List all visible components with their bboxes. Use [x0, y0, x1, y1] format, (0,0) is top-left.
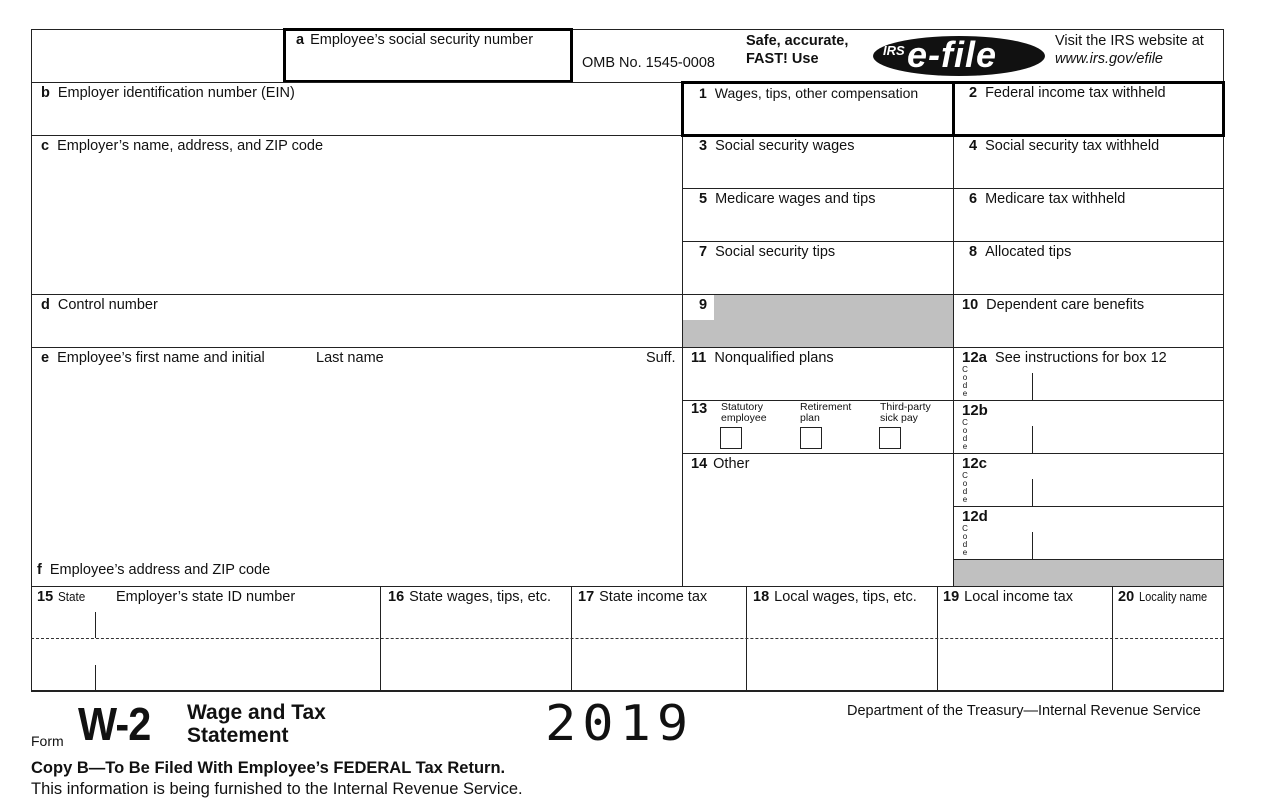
tax-year: 2019	[545, 695, 695, 753]
box20-label: 20 Locality name	[1118, 589, 1208, 605]
employee-address-label: f Employee’s address and ZIP code	[37, 562, 271, 578]
last-name-label: Last name	[316, 350, 384, 366]
form-id: W-2	[78, 698, 151, 750]
ssn-label: a Employee’s social security number	[296, 32, 534, 48]
code-letter: e	[962, 389, 968, 398]
employer-name-label: c Employer’s name, address, and ZIP code	[41, 138, 324, 154]
box9-shading	[714, 295, 953, 347]
box3-label: 3 Social security wages	[699, 138, 855, 154]
statutory-employee-checkbox[interactable]	[720, 427, 742, 449]
code-letter: o	[962, 426, 968, 435]
form-word: Form	[31, 733, 64, 749]
irs-notice: This information is being furnished to t…	[31, 780, 523, 798]
irs-website: Visit the IRS website at www.irs.gov/efil…	[1055, 33, 1204, 67]
box9-label: 9	[699, 297, 708, 313]
employer-name-field[interactable]	[31, 135, 683, 295]
box5-label: 5 Medicare wages and tips	[699, 191, 876, 207]
box12d-label: 12d	[962, 508, 988, 525]
ssn-field[interactable]	[283, 28, 573, 83]
code-letter: o	[962, 532, 968, 541]
third-party-sick-pay-label: Third-party sick pay	[880, 401, 931, 424]
box12-shading	[954, 560, 1223, 586]
irs-efile-logo: IRS e-file	[873, 34, 1045, 76]
third-party-sick-pay-checkbox[interactable]	[879, 427, 901, 449]
retirement-plan-checkbox[interactable]	[800, 427, 822, 449]
code-letter: d	[962, 434, 968, 443]
code-letter: e	[962, 548, 968, 557]
box8-label: 8 Allocated tips	[969, 244, 1072, 260]
code-letter: d	[962, 381, 968, 390]
statutory-employee-label: Statutory employee	[721, 401, 767, 424]
irs-website-link[interactable]: www.irs.gov/efile	[1055, 51, 1163, 67]
box2-label: 2 Federal income tax withheld	[969, 85, 1166, 101]
copy-b-label: Copy B—To Be Filed With Employee’s FEDER…	[31, 759, 506, 777]
state-divider-2	[95, 665, 96, 691]
box11-label: 11 Nonqualified plans	[691, 350, 834, 366]
code-divider	[1032, 426, 1033, 453]
box15-label: 15 State	[37, 589, 86, 605]
code-letter: C	[962, 471, 968, 480]
box14-field[interactable]	[682, 453, 954, 587]
employer-state-id-label: Employer’s state ID number	[116, 589, 296, 605]
code-divider	[1032, 479, 1033, 506]
code-letter: o	[962, 479, 968, 488]
retirement-plan-label: Retirement plan	[800, 401, 852, 424]
employee-name-address-field[interactable]	[31, 347, 683, 587]
box4-label: 4 Social security tax withheld	[969, 138, 1160, 154]
efile-promo: Safe, accurate, FAST! Use	[746, 33, 849, 67]
box17-label: 17 State income tax	[578, 589, 708, 605]
box14-label: 14 Other	[691, 456, 750, 472]
code-letter: d	[962, 487, 968, 496]
box12c-label: 12c	[962, 455, 988, 472]
form-title: Wage and Tax Statement	[187, 701, 326, 747]
code-letter: d	[962, 540, 968, 549]
box12b-label: 12b	[962, 402, 988, 419]
box12b-field[interactable]	[953, 400, 1224, 454]
box19-label: 19 Local income tax	[943, 589, 1073, 605]
code-divider	[1032, 532, 1033, 559]
box2-field[interactable]	[952, 81, 1225, 137]
box7-label: 7 Social security tips	[699, 244, 836, 260]
box6-label: 6 Medicare tax withheld	[969, 191, 1126, 207]
suffix-label: Suff.	[646, 350, 676, 366]
box9-shading-lower	[683, 320, 714, 347]
box12a-label: 12a See instructions for box 12	[962, 349, 1167, 366]
code-letter: C	[962, 418, 968, 427]
box10-label: 10 Dependent care benefits	[962, 297, 1145, 313]
omb-number: OMB No. 1545-0008	[582, 55, 715, 71]
box12c-field[interactable]	[953, 453, 1224, 507]
state-divider	[95, 612, 96, 638]
box18-label: 18 Local wages, tips, etc.	[753, 589, 917, 605]
code-letter: e	[962, 442, 968, 451]
box12d-field[interactable]	[953, 506, 1224, 560]
department-label: Department of the Treasury—Internal Reve…	[847, 703, 1201, 719]
code-letter: e	[962, 495, 968, 504]
box16-label: 16 State wages, tips, etc.	[388, 589, 551, 605]
code-divider	[1032, 373, 1033, 400]
box13-label: 13	[691, 401, 708, 417]
code-letter: C	[962, 365, 968, 374]
code-letter: o	[962, 373, 968, 382]
box1-label: 1 Wages, tips, other compensation	[699, 85, 919, 101]
box20-field[interactable]	[1112, 586, 1224, 692]
employee-name-label: e Employee’s first name and initial	[41, 350, 265, 366]
ein-label: b Employer identification number (EIN)	[41, 85, 295, 101]
state-row-divider	[31, 638, 1223, 639]
code-letter: C	[962, 524, 968, 533]
control-number-label: d Control number	[41, 297, 158, 313]
